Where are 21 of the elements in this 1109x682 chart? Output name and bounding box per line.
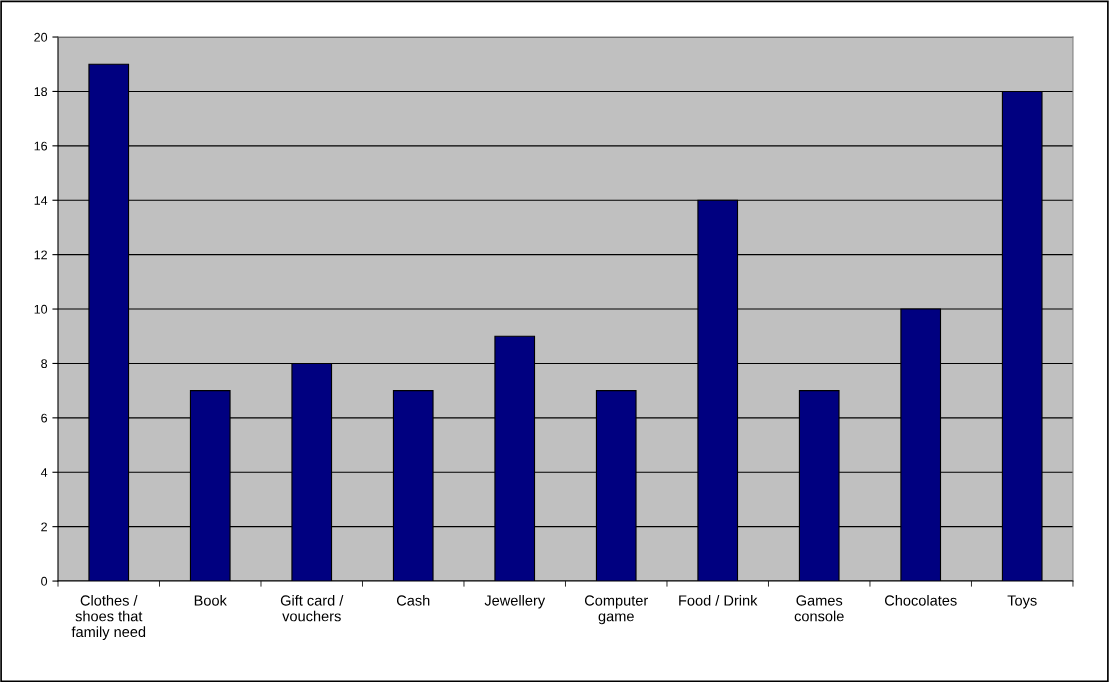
x-tick-label: Computer game bbox=[584, 595, 648, 625]
y-tick-label: 16 bbox=[34, 141, 48, 151]
y-tick-label: 6 bbox=[41, 413, 48, 423]
x-tick-label: Food / Drink bbox=[679, 594, 758, 606]
y-tick-label: 20 bbox=[34, 32, 48, 42]
x-tick-label: Jewellery bbox=[484, 594, 546, 609]
x-tick-label: Book bbox=[194, 594, 227, 606]
y-tick-label: 10 bbox=[34, 304, 48, 314]
y-tick-label: 8 bbox=[41, 359, 48, 369]
y-tick-label: 2 bbox=[41, 522, 47, 532]
x-tick-label: Gift card / vouchers bbox=[280, 594, 344, 622]
x-tick-label: Chocolates bbox=[884, 594, 957, 606]
x-tick-label: Cash bbox=[396, 594, 430, 606]
y-tick-label: 0 bbox=[41, 576, 48, 586]
y-tick-label: 4 bbox=[40, 468, 48, 477]
x-tick-label: Toys bbox=[1007, 595, 1037, 609]
y-tick-label: 12 bbox=[34, 250, 47, 260]
y-tick-label: 14 bbox=[34, 196, 48, 205]
x-tick-label: Games console bbox=[794, 595, 844, 622]
y-tick-label: 18 bbox=[34, 87, 48, 97]
x-tick-label: Clothes / shoes that family need bbox=[71, 594, 146, 640]
